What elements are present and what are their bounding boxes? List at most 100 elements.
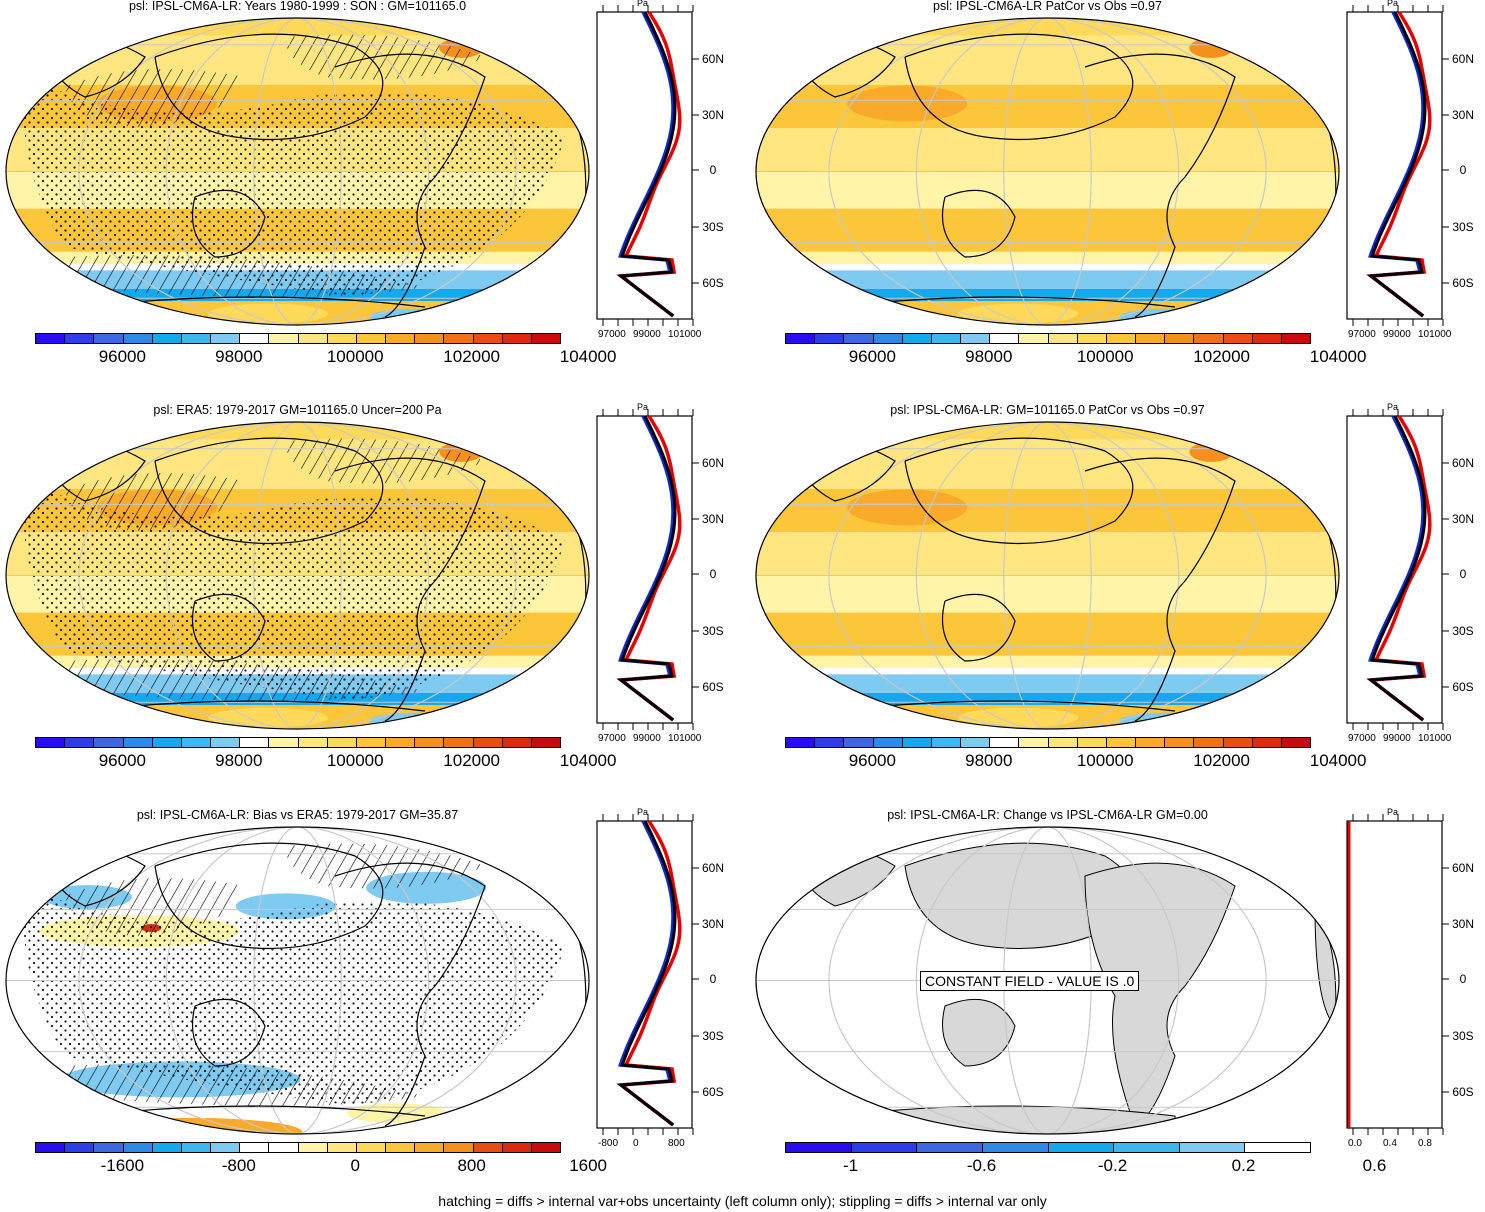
- lat-label: 60N: [701, 52, 724, 66]
- colorbar-label: -800: [221, 1156, 256, 1175]
- colorbar-swatch: [473, 334, 503, 343]
- colorbar-swatch: [1106, 334, 1137, 343]
- robinson-map: [5, 17, 590, 326]
- colorbar-swatch: [211, 1143, 241, 1152]
- colorbar-swatch: [123, 1143, 153, 1152]
- colorbar-swatch: [298, 738, 328, 747]
- zonal-tick-label: 101000: [1418, 733, 1452, 744]
- colorbar-swatch: [961, 738, 991, 747]
- colorbar-swatch: [844, 738, 874, 747]
- constant-field-label: CONSTANT FIELD - VALUE IS .0: [920, 971, 1140, 991]
- colorbar-swatch: [269, 738, 299, 747]
- colorbar-swatch: [815, 334, 845, 343]
- colorbar-label: 98000: [965, 347, 1013, 366]
- lat-label: 60N: [701, 861, 724, 875]
- lat-label: 30N: [701, 108, 724, 122]
- colorbar-swatch: [356, 738, 387, 747]
- colorbar-swatch: [473, 1143, 503, 1152]
- lat-label: 30S: [1452, 624, 1474, 638]
- colorbar-swatch: [851, 1143, 918, 1152]
- map-panel: psl: IPSL-CM6A-LR: Bias vs ERA5: 1979-20…: [0, 807, 740, 1209]
- map-field: [6, 827, 589, 1134]
- colorbar-swatch: [531, 1143, 561, 1152]
- colorbar-label: 96000: [98, 751, 146, 770]
- map-field: [6, 18, 589, 325]
- panel-title: psl: ERA5: 1979-2017 GM=101165.0 Uncer=2…: [153, 403, 442, 417]
- zonal-mean-plot: [1346, 5, 1449, 326]
- colorbar-swatch: [65, 1143, 95, 1152]
- zonal-tick-label: 99000: [633, 733, 661, 744]
- colorbar-swatch: [531, 334, 561, 343]
- colorbar-label: -1600: [100, 1156, 145, 1175]
- colorbar-swatch: [1194, 334, 1224, 343]
- colorbar-swatch: [502, 334, 532, 343]
- zonal-line-model: [1366, 11, 1432, 318]
- zonal-tick-label: 97000: [1348, 733, 1376, 744]
- colorbar-swatch: [415, 1143, 445, 1152]
- zonal-line-obs: [1366, 415, 1425, 722]
- colorbar-labels: 96000 98000 100000 102000 104000: [35, 347, 617, 367]
- colorbar-label: 100000: [326, 347, 384, 366]
- colorbar-label: 104000: [1309, 751, 1367, 770]
- colorbar-swatch: [36, 1143, 66, 1152]
- colorbar-swatch: [873, 738, 903, 747]
- zonal-line-model: [616, 820, 682, 1127]
- colorbar-label: 100000: [1076, 751, 1134, 770]
- lat-label: 60S: [1452, 1085, 1474, 1099]
- colorbar-label: -0.6: [966, 1156, 997, 1175]
- colorbar-swatch: [65, 738, 95, 747]
- colorbar-swatch: [931, 334, 962, 343]
- zonal-mean-plot: [596, 814, 699, 1135]
- map-field: [756, 422, 1339, 729]
- robinson-map: [755, 421, 1340, 730]
- colorbar-swatch: [1223, 738, 1253, 747]
- colorbar-swatch: [1048, 738, 1078, 747]
- zonal-line-obs: [1366, 11, 1425, 318]
- zonal-unit-label: Pa: [637, 402, 649, 412]
- colorbar-swatch: [152, 334, 182, 343]
- zonal-mean-plot: [596, 5, 699, 326]
- zonal-tick-label: 99000: [633, 329, 661, 340]
- colorbar-swatch: [961, 334, 991, 343]
- zonal-unit-label: Pa: [1387, 402, 1399, 412]
- colorbar-swatch: [990, 738, 1020, 747]
- colorbar-swatch: [931, 738, 962, 747]
- colorbar-swatch: [844, 334, 874, 343]
- colorbar-swatch: [786, 738, 816, 747]
- zonal-tick-label: -800: [598, 1138, 619, 1149]
- colorbar-label: 1600: [569, 1156, 608, 1175]
- colorbar-swatch: [152, 738, 182, 747]
- zonal-line-obs: [616, 415, 675, 722]
- colorbar-swatch: [990, 334, 1020, 343]
- zonal-line-model: [616, 11, 682, 318]
- colorbar-swatch: [502, 1143, 532, 1152]
- colorbar-swatch: [1165, 738, 1195, 747]
- zonal-tick-label: 0.4: [1383, 1138, 1397, 1149]
- zonal-tick-label: 800: [668, 1138, 685, 1149]
- colorbar-swatch: [1019, 334, 1049, 343]
- zonal-line-model: [616, 415, 682, 722]
- zonal-frame: [1346, 415, 1443, 724]
- zonal-line-obs: [616, 820, 675, 1127]
- zonal-line-other: [616, 820, 677, 1127]
- colorbar-swatch: [298, 1143, 328, 1152]
- colorbar-swatch: [1136, 334, 1166, 343]
- lat-label: 0: [1459, 163, 1467, 177]
- colorbar: [35, 333, 561, 344]
- colorbar-swatch: [356, 334, 387, 343]
- zonal-tick-label: 0.8: [1418, 1138, 1432, 1149]
- lat-label: 60S: [1452, 276, 1474, 290]
- zonal-frame: [596, 820, 693, 1129]
- colorbar-label: 0.6: [1362, 1156, 1387, 1175]
- colorbar-swatch: [269, 334, 299, 343]
- colorbar-swatch: [815, 738, 845, 747]
- colorbar-label: 98000: [965, 751, 1013, 770]
- colorbar-swatch: [444, 334, 474, 343]
- colorbar-swatch: [1245, 1143, 1310, 1152]
- zonal-line-obs: [616, 11, 675, 318]
- colorbar-label: 100000: [1076, 347, 1134, 366]
- colorbar-swatch: [873, 334, 903, 343]
- colorbar-swatch: [1077, 738, 1107, 747]
- lat-label: 30N: [701, 917, 724, 931]
- lat-label: 60S: [702, 1085, 724, 1099]
